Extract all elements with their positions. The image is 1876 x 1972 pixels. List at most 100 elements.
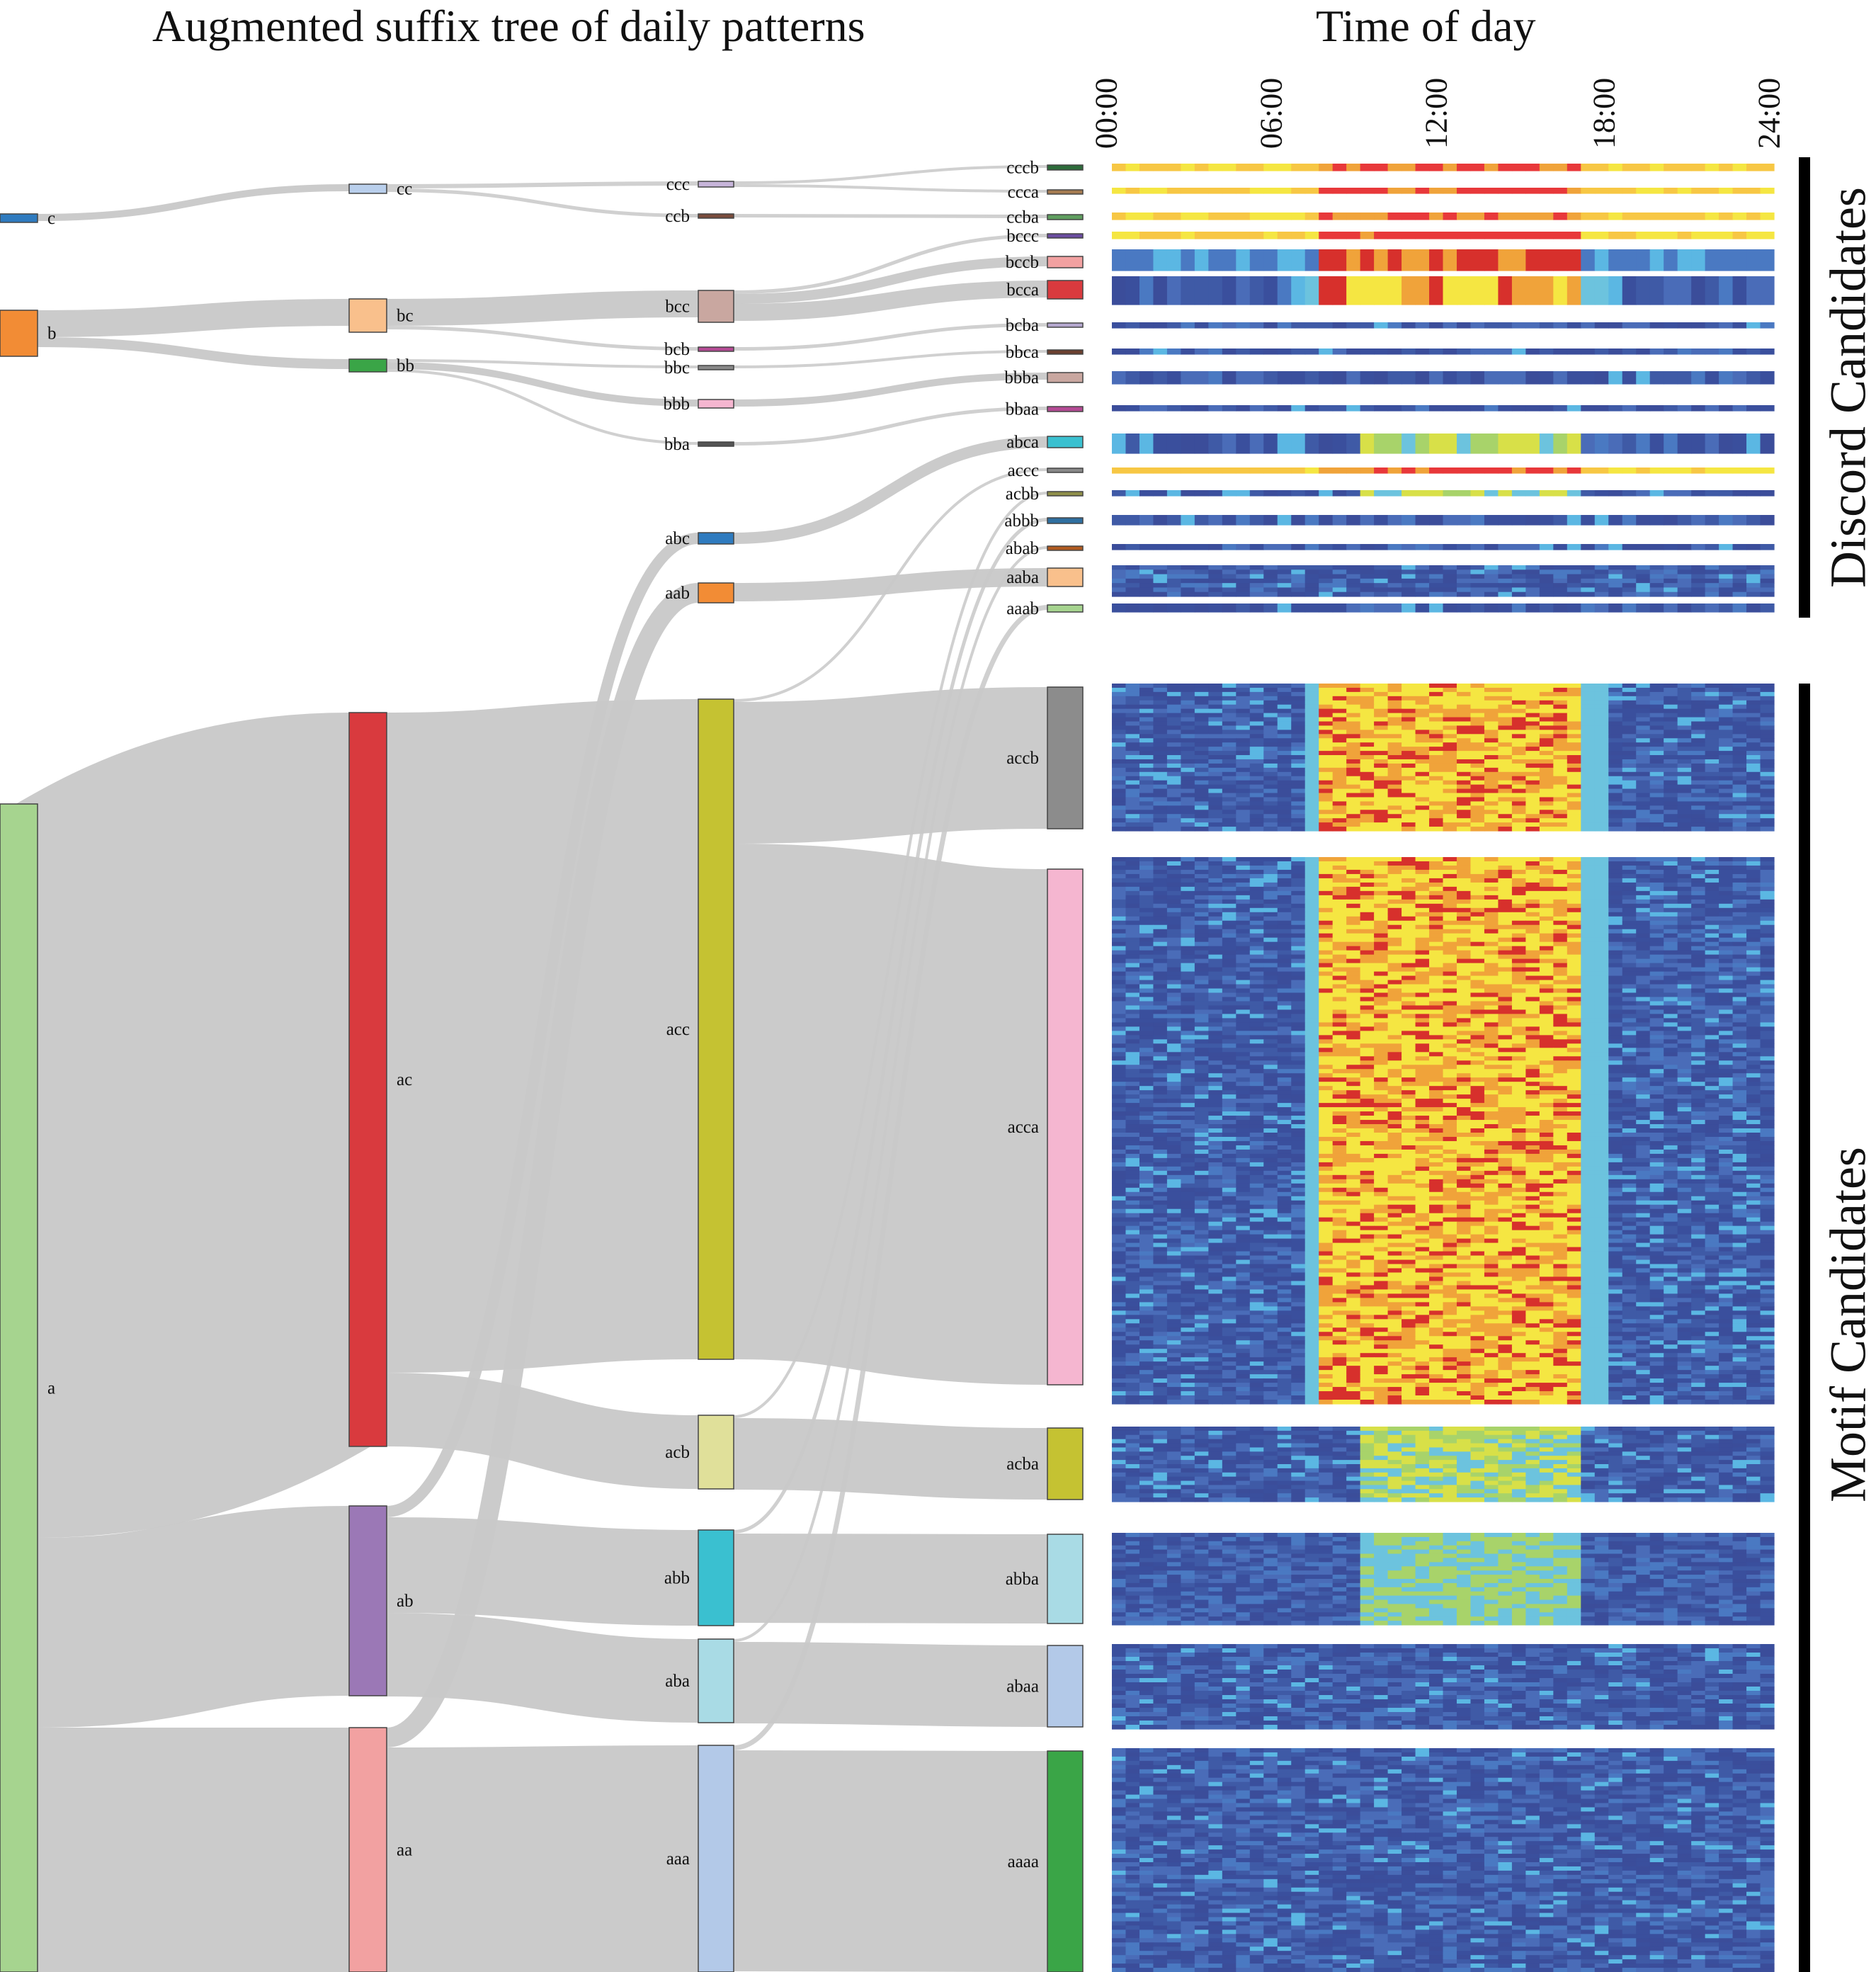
node-abba bbox=[1047, 1534, 1084, 1624]
node-abc bbox=[698, 532, 734, 545]
link-a-ac bbox=[0, 713, 397, 1538]
node-bcca bbox=[1047, 280, 1084, 300]
heatmap-abaa bbox=[1112, 1644, 1775, 1730]
node-label-cc: cc bbox=[397, 180, 412, 199]
link-bb-bbc bbox=[386, 359, 699, 368]
motif-bracket bbox=[1799, 684, 1810, 1972]
node-ccb bbox=[698, 213, 734, 219]
link-c-cc bbox=[37, 184, 350, 221]
node-aaab bbox=[1047, 604, 1084, 613]
node-b bbox=[0, 310, 38, 357]
node-label-acca: acca bbox=[1008, 1118, 1039, 1137]
node-label-ac: ac bbox=[397, 1070, 412, 1089]
node-label-abbb: abbb bbox=[1004, 511, 1039, 531]
node-label-ccc: ccc bbox=[666, 175, 690, 194]
link-a-ab bbox=[37, 1506, 350, 1728]
time-title: Time of day bbox=[1316, 1, 1536, 51]
node-accb bbox=[1047, 686, 1084, 829]
node-label-bbc: bbc bbox=[664, 358, 690, 378]
heatmap-bbaa bbox=[1112, 405, 1775, 412]
node-label-acc: acc bbox=[666, 1020, 690, 1039]
node-label-aaab: aaab bbox=[1006, 599, 1039, 618]
node-bb bbox=[348, 358, 387, 373]
node-label-bbba: bbba bbox=[1004, 368, 1039, 387]
heatmap-ccca bbox=[1112, 188, 1775, 194]
node-c bbox=[0, 213, 38, 223]
node-bbaa bbox=[1047, 406, 1084, 412]
node-label-ccba: ccba bbox=[1006, 208, 1039, 227]
node-bbc bbox=[698, 365, 734, 370]
node-ccc bbox=[698, 181, 734, 188]
node-abbb bbox=[1047, 517, 1084, 524]
node-acca bbox=[1047, 868, 1084, 1386]
node-label-acba: acba bbox=[1006, 1455, 1039, 1474]
heatmap-aaab bbox=[1112, 604, 1775, 613]
node-label-aaba: aaba bbox=[1006, 568, 1039, 587]
link-aab-aaba bbox=[733, 568, 1048, 601]
node-label-bccc: bccc bbox=[1006, 227, 1039, 246]
node-label-abba: abba bbox=[1006, 1570, 1039, 1589]
link-ab-aba bbox=[386, 1613, 699, 1723]
node-abaa bbox=[1047, 1645, 1084, 1728]
discord-bracket bbox=[1799, 157, 1810, 618]
node-label-aab: aab bbox=[665, 584, 690, 603]
tree-links bbox=[0, 165, 1050, 1972]
node-cc bbox=[348, 183, 387, 194]
node-aab bbox=[698, 582, 734, 604]
link-cc-ccb bbox=[386, 188, 699, 217]
heatmap-aaaa bbox=[1112, 1748, 1775, 1972]
link-ac-acc bbox=[385, 699, 700, 1373]
heatmap-acba bbox=[1112, 1427, 1775, 1502]
link-aa-aaa bbox=[386, 1745, 699, 1972]
link-ccb-ccba bbox=[733, 214, 1048, 218]
node-label-bc: bc bbox=[397, 307, 414, 326]
node-ab bbox=[348, 1505, 387, 1696]
node-aaaa bbox=[1047, 1750, 1084, 1972]
node-label-c: c bbox=[47, 209, 55, 228]
link-bcc-bcca bbox=[733, 280, 1048, 321]
heatmap-bccb bbox=[1112, 249, 1775, 271]
node-label-ccca: ccca bbox=[1008, 183, 1039, 202]
node-label-bcca: bcca bbox=[1006, 280, 1039, 300]
link-bba-bbaa bbox=[733, 407, 1048, 446]
node-ccca bbox=[1047, 189, 1084, 195]
node-aaba bbox=[1047, 567, 1084, 587]
link-ac-acb bbox=[386, 1373, 699, 1489]
node-label-bcb: bcb bbox=[664, 340, 690, 359]
link-bb-bbb bbox=[386, 362, 699, 407]
link-bcc-bccb bbox=[733, 256, 1048, 304]
node-aa bbox=[348, 1727, 387, 1972]
heatmap-bcca bbox=[1112, 276, 1775, 305]
link-acb-acba bbox=[733, 1418, 1048, 1500]
node-label-abc: abc bbox=[665, 529, 690, 548]
link-b-bc bbox=[37, 299, 350, 337]
heatmap-bccc bbox=[1112, 232, 1775, 239]
node-label-aaa: aaa bbox=[666, 1849, 690, 1869]
link-aba-abaa bbox=[733, 1642, 1048, 1727]
node-acb bbox=[698, 1415, 734, 1490]
node-label-b: b bbox=[47, 324, 57, 344]
node-label-bccb: bccb bbox=[1006, 253, 1039, 272]
node-label-bba: bba bbox=[664, 435, 690, 454]
link-acc-acca bbox=[732, 844, 1050, 1385]
node-ac bbox=[348, 712, 387, 1447]
node-label-cccb: cccb bbox=[1006, 159, 1039, 178]
node-label-abab: abab bbox=[1006, 539, 1039, 558]
heatmap-acca bbox=[1112, 857, 1775, 1405]
node-abca bbox=[1047, 436, 1084, 448]
node-label-aba: aba bbox=[665, 1672, 690, 1691]
heatmap-bcba bbox=[1112, 322, 1775, 329]
link-bbc-bbca bbox=[733, 350, 1048, 368]
link-bc-bcb bbox=[386, 326, 699, 351]
node-label-bbb: bbb bbox=[664, 395, 690, 414]
node-aba bbox=[698, 1638, 734, 1723]
node-label-abca: abca bbox=[1006, 433, 1039, 452]
node-abb bbox=[698, 1529, 734, 1626]
link-acc-accb bbox=[733, 687, 1048, 844]
node-label-acbb: acbb bbox=[1006, 484, 1039, 504]
node-bcc bbox=[698, 290, 734, 323]
node-ccba bbox=[1047, 214, 1084, 220]
node-aaa bbox=[698, 1745, 734, 1972]
heatmap-abba bbox=[1112, 1533, 1775, 1626]
